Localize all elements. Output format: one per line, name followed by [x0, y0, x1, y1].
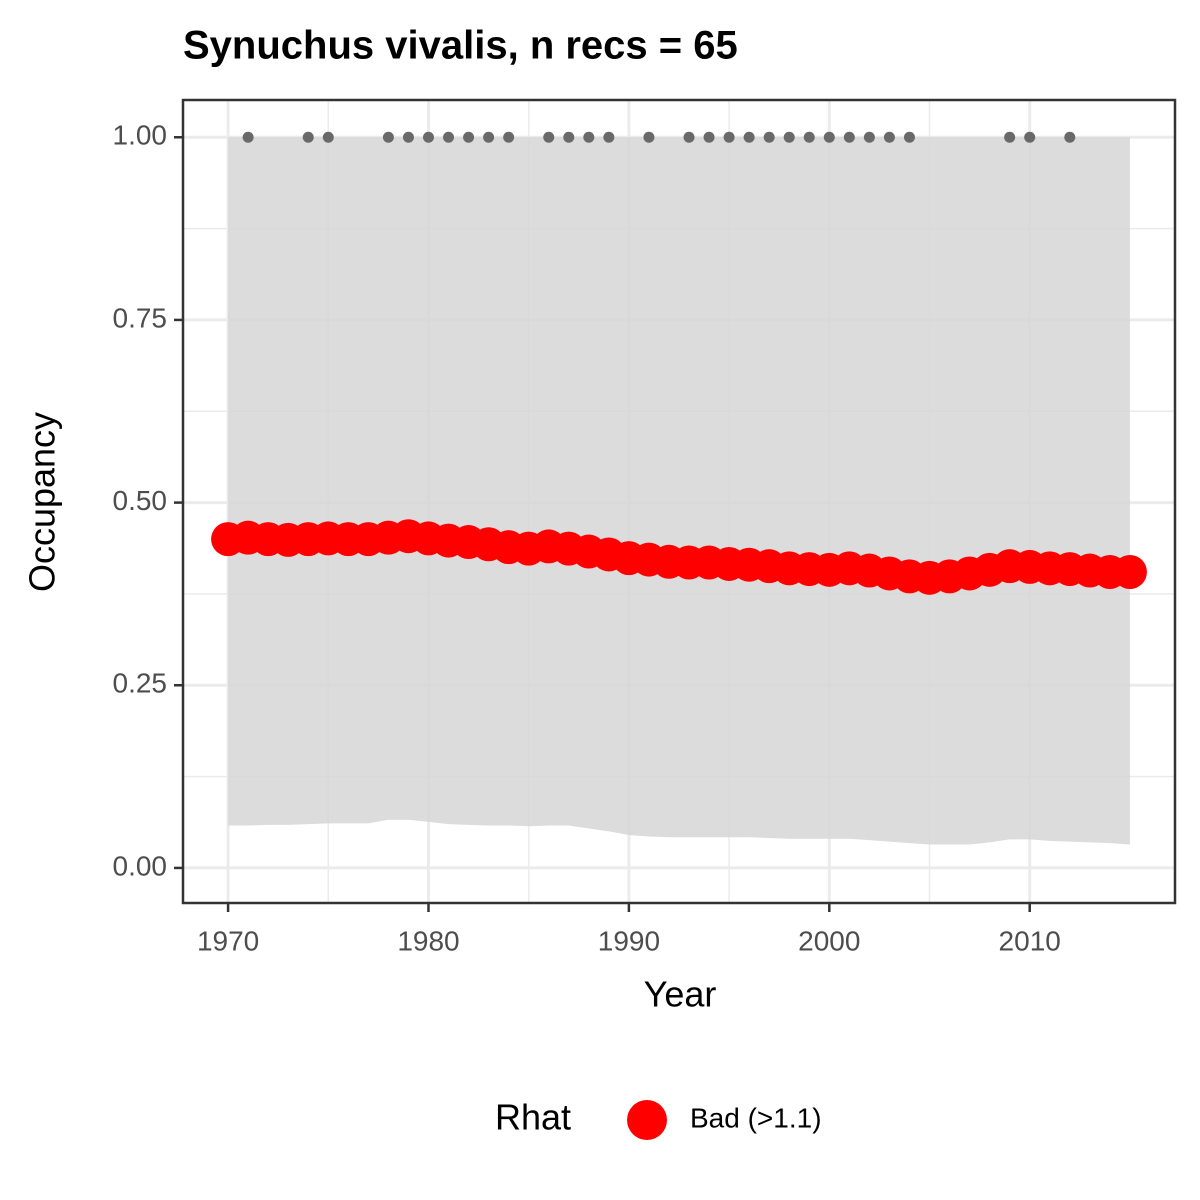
record-point — [643, 131, 655, 143]
record-point — [1064, 131, 1076, 143]
y-tick-label: 0.50 — [113, 485, 168, 516]
x-axis-title: Year — [644, 974, 717, 1015]
credible-band — [228, 137, 1130, 845]
record-point — [783, 131, 795, 143]
x-tick-label: 1970 — [197, 925, 259, 956]
record-point — [563, 131, 575, 143]
record-point — [583, 131, 595, 143]
legend-key — [627, 1100, 667, 1140]
x-tick-label: 2000 — [798, 925, 860, 956]
record-point — [322, 131, 334, 143]
record-point — [763, 131, 775, 143]
record-point — [422, 131, 434, 143]
record-point — [463, 131, 475, 143]
record-point — [543, 131, 555, 143]
y-tick-label: 0.00 — [113, 850, 168, 881]
x-tick-label: 2010 — [999, 925, 1061, 956]
record-point — [1024, 131, 1036, 143]
record-point — [843, 131, 855, 143]
record-point — [1004, 131, 1016, 143]
chart-title: Synuchus vivalis, n recs = 65 — [183, 24, 738, 68]
record-point — [443, 131, 455, 143]
record-point — [402, 131, 414, 143]
record-point — [863, 131, 875, 143]
y-axis-title: Occupancy — [22, 412, 63, 592]
y-tick-label: 0.25 — [113, 668, 168, 699]
x-tick-label: 1980 — [397, 925, 459, 956]
record-point — [743, 131, 755, 143]
record-point — [242, 131, 254, 143]
record-point — [302, 131, 314, 143]
record-point — [803, 131, 815, 143]
record-point — [483, 131, 495, 143]
record-point — [503, 131, 515, 143]
record-point — [703, 131, 715, 143]
record-point — [723, 131, 735, 143]
x-tick-label: 1990 — [598, 925, 660, 956]
record-point — [883, 131, 895, 143]
record-point — [603, 131, 615, 143]
record-point — [683, 131, 695, 143]
y-tick-label: 1.00 — [113, 120, 168, 151]
legend-label: Bad (>1.1) — [690, 1102, 822, 1133]
legend-title: Rhat — [495, 1097, 571, 1138]
y-tick-label: 0.75 — [113, 302, 168, 333]
record-point — [823, 131, 835, 143]
record-point — [903, 131, 915, 143]
record-point — [382, 131, 394, 143]
occupancy-point — [1112, 555, 1147, 590]
